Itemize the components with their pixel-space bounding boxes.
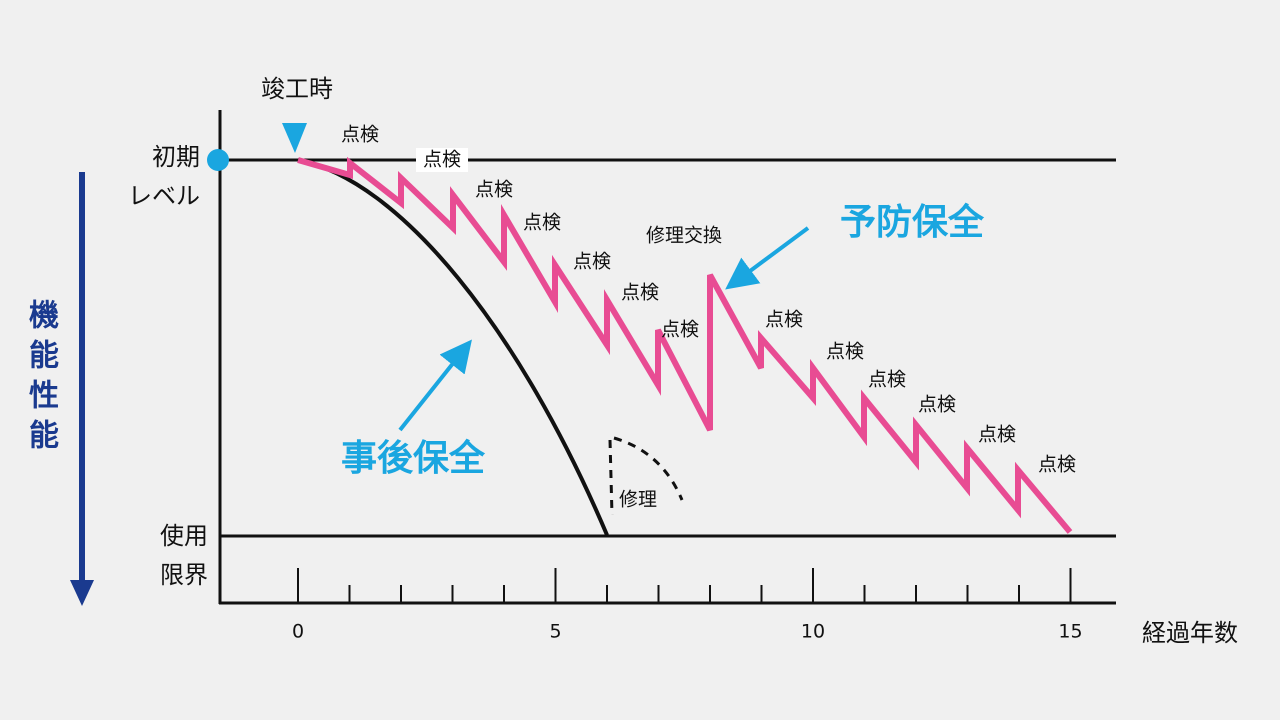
preventive-curve — [297, 156, 1073, 534]
inspection-label: 点検 — [661, 319, 699, 341]
label-background — [416, 148, 468, 172]
preventive-label: 予防保全 — [840, 201, 985, 243]
corrective-curve — [297, 158, 609, 536]
inspection-label: 点検 — [423, 149, 461, 171]
inspection-label: 点検 — [523, 212, 561, 234]
inspection-label: 点検 — [868, 369, 906, 391]
x-tick-label: 5 — [549, 621, 561, 643]
completion-label: 竣工時 — [261, 75, 333, 103]
initial-level-label: 初期 — [152, 143, 200, 171]
y-axis-label: 機 — [29, 299, 59, 334]
inspection-label: 点検 — [341, 124, 379, 146]
inspection-label: 点検 — [621, 282, 659, 304]
inspection-label: 点検 — [573, 251, 611, 273]
initial-dot — [207, 149, 229, 171]
completion-marker — [282, 123, 307, 153]
inspection-label: 点検 — [826, 341, 864, 363]
initial-level-label: レベル — [128, 182, 200, 210]
x-tick-label: 10 — [801, 621, 825, 643]
x-ticks: 0 5 10 15 — [292, 568, 1083, 643]
inspection-label: 点検 — [475, 179, 513, 201]
decline-arrow-head — [70, 580, 94, 606]
repair-curve — [608, 436, 684, 516]
corrective-label: 事後保全 — [341, 437, 486, 479]
x-axis-label: 経過年数 — [1142, 619, 1238, 647]
x-tick-label: 15 — [1058, 621, 1082, 643]
inspection-label: 点検 — [765, 309, 803, 331]
usage-limit-label: 限界 — [160, 561, 208, 589]
inspection-label: 点検 — [918, 394, 956, 416]
y-axis-label: 性 — [29, 379, 59, 414]
inspection-label: 点検 — [978, 424, 1016, 446]
y-axis-label: 能 — [29, 419, 59, 454]
preventive-arrow — [725, 226, 810, 290]
usage-limit-label: 使用 — [160, 522, 208, 550]
inspection-label: 点検 — [1038, 454, 1076, 476]
corrective-arrow — [398, 339, 472, 432]
x-tick-label: 0 — [292, 621, 304, 643]
repair-exchange-label: 修理交換 — [646, 225, 722, 247]
y-axis-label: 能 — [29, 339, 59, 374]
repair-label: 修理 — [619, 489, 657, 511]
